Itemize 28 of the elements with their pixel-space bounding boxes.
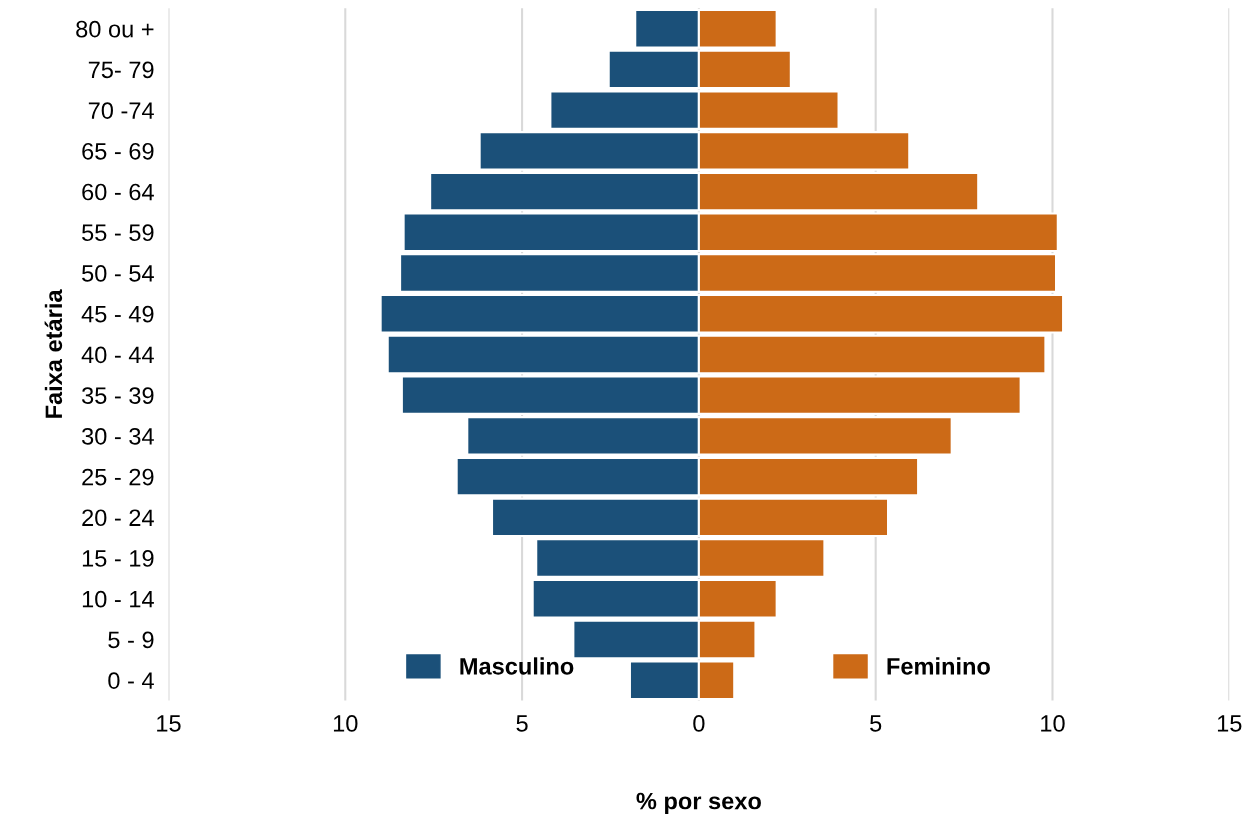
legend-label: Masculino bbox=[460, 657, 574, 675]
x-axis-title: % por sexo bbox=[636, 792, 761, 815]
y-tick-label: 20 - 24 bbox=[82, 509, 154, 527]
y-tick-label: 50 - 54 bbox=[82, 265, 154, 282]
y-tick-label: 75- 79 bbox=[88, 61, 154, 79]
x-tick-label: 10 bbox=[1041, 715, 1065, 732]
y-tick-label: 80 ou + bbox=[76, 20, 154, 38]
y-tick-label: 45 - 49 bbox=[81, 305, 154, 323]
y-tick-label: 40 - 44 bbox=[81, 346, 154, 364]
y-tick-label: 60 - 64 bbox=[82, 183, 154, 201]
y-tick-label: 55 - 59 bbox=[82, 224, 154, 242]
y-tick-label: 30 - 34 bbox=[81, 427, 154, 445]
x-tick-label: 15 bbox=[1217, 715, 1242, 732]
y-tick-label: 70 -74 bbox=[88, 102, 154, 119]
legend-label: Feminino bbox=[887, 657, 990, 675]
x-tick-label: 10 bbox=[333, 715, 358, 732]
x-tick-label: 5 bbox=[516, 715, 528, 732]
x-tick-label: 0 bbox=[693, 715, 705, 732]
x-tick-label: 15 bbox=[157, 715, 181, 732]
y-tick-label: 65 - 69 bbox=[82, 142, 154, 160]
y-tick-label: 5 - 9 bbox=[108, 631, 154, 649]
y-tick-label: 10 - 14 bbox=[82, 590, 154, 608]
y-tick-label: 15 - 19 bbox=[82, 550, 154, 567]
y-tick-label: 0 - 4 bbox=[108, 672, 154, 689]
y-axis-title: Faixa etária bbox=[44, 289, 63, 418]
y-tick-label: 35 - 39 bbox=[81, 387, 154, 404]
x-tick-label: 5 bbox=[870, 715, 882, 732]
y-tick-label: 25 - 29 bbox=[82, 468, 154, 486]
